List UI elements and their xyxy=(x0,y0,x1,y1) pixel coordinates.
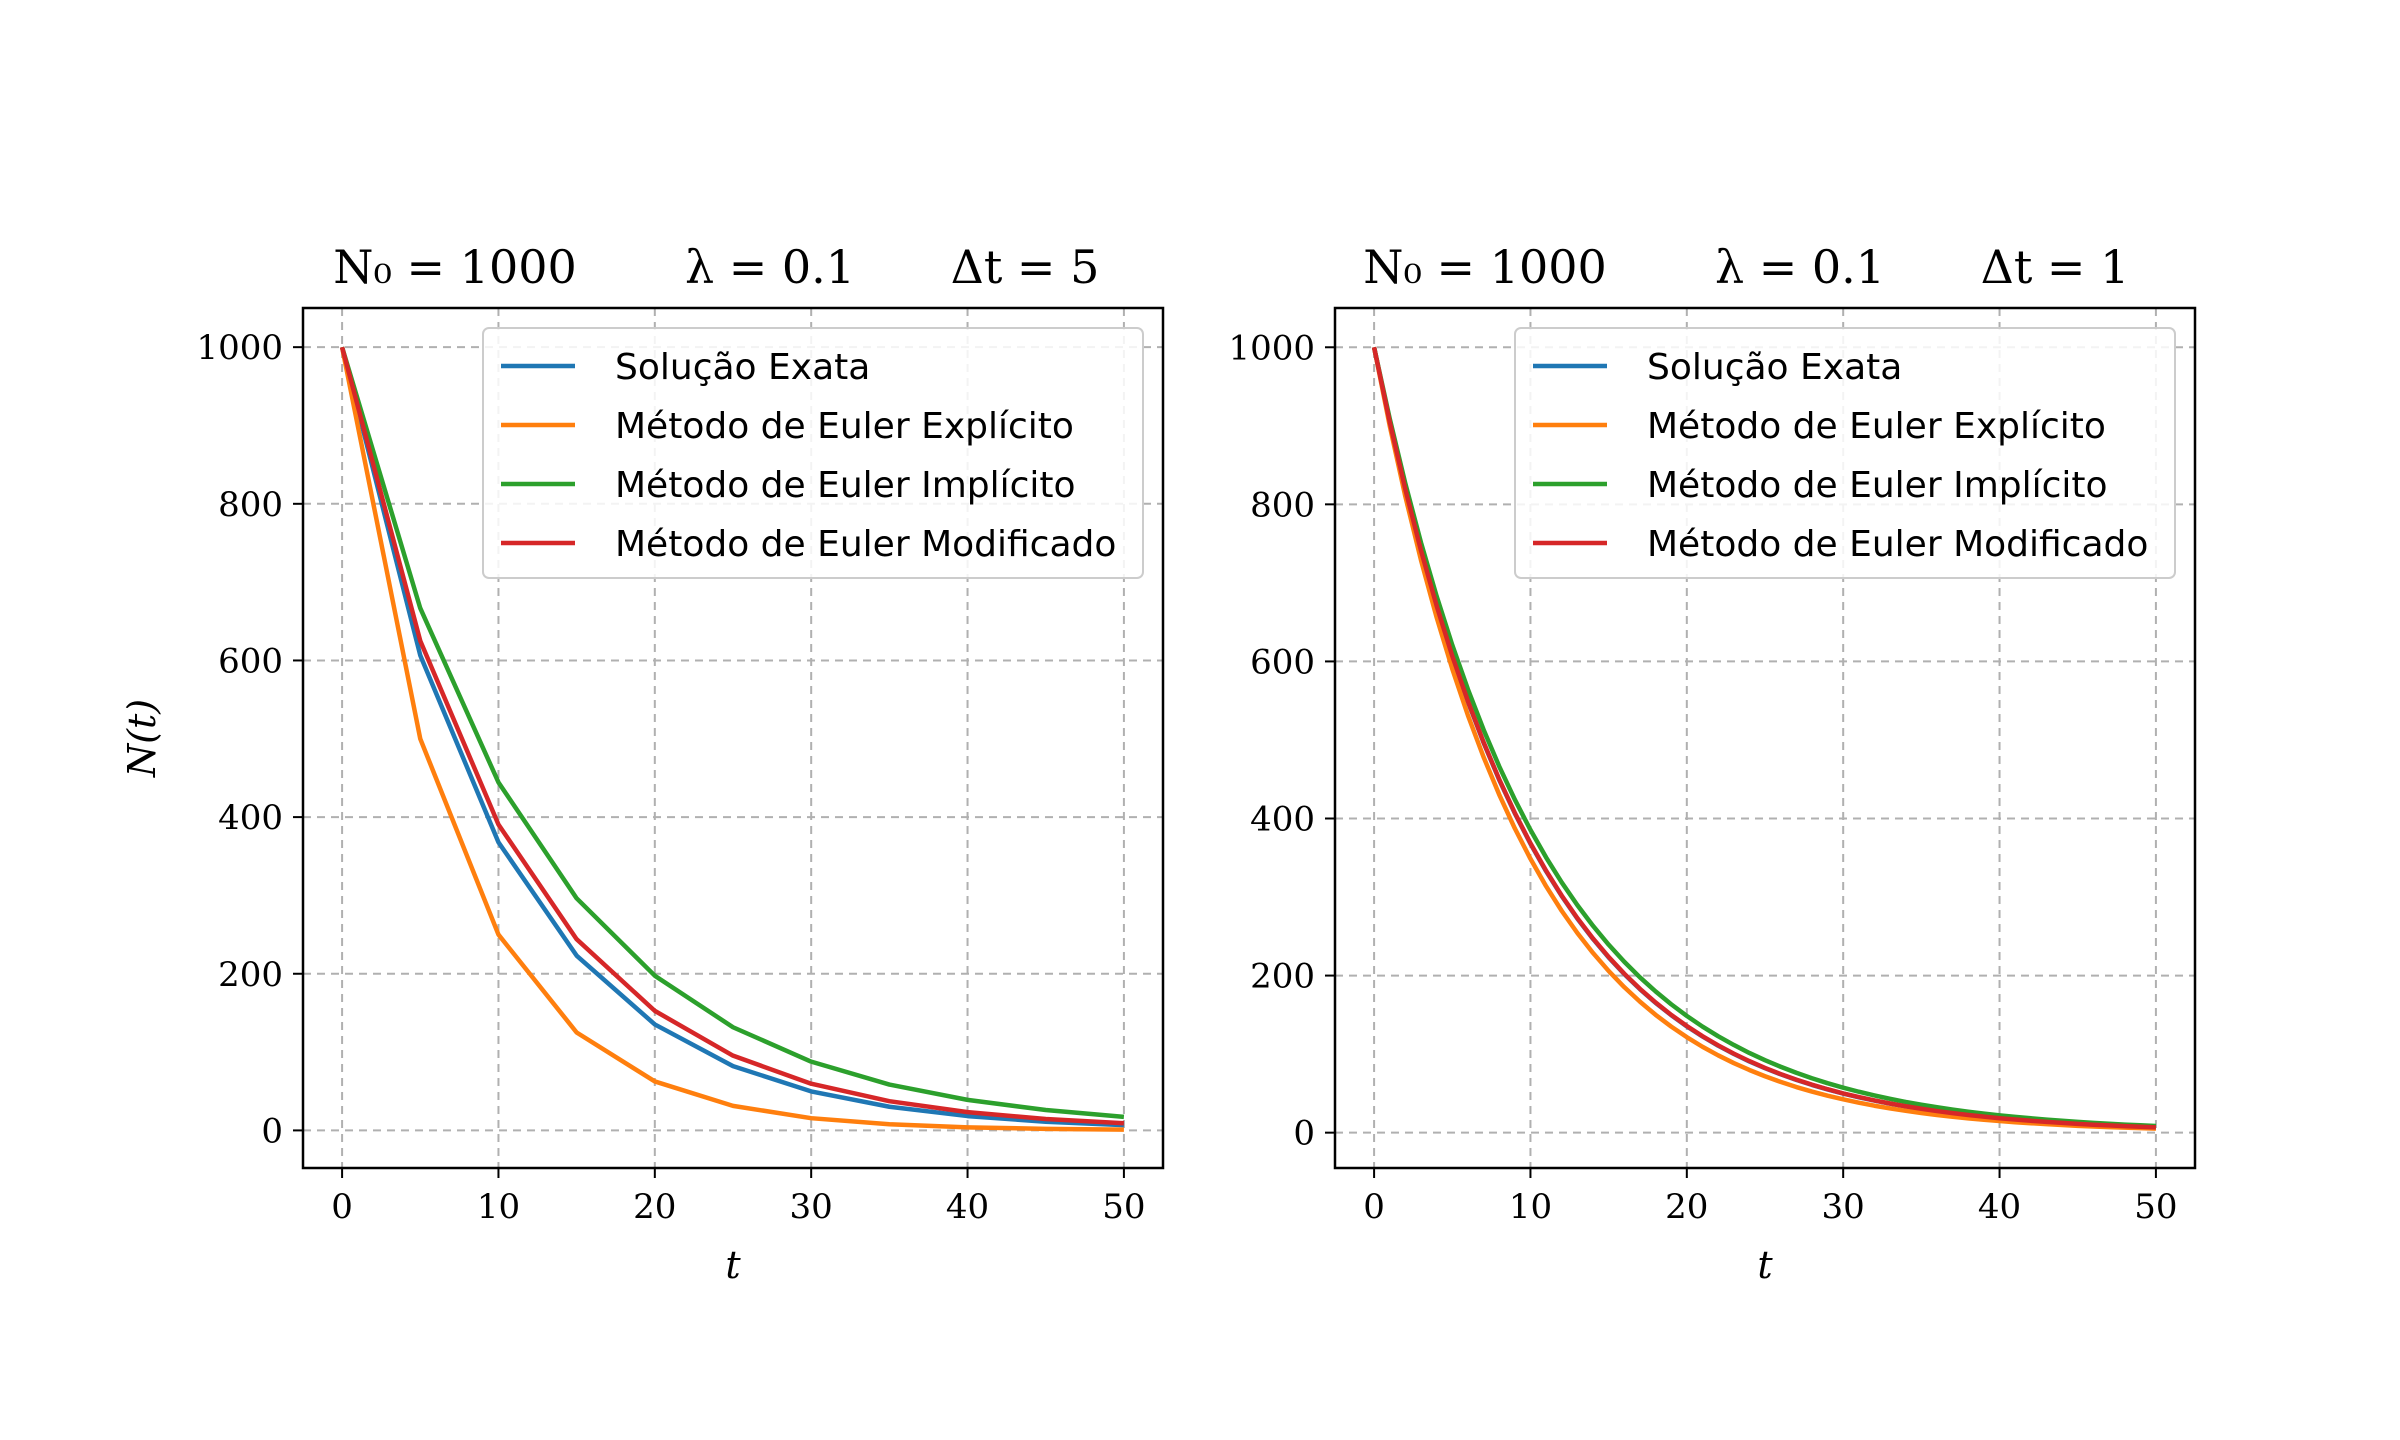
legend-box xyxy=(1514,327,2176,579)
chart-title-part: N₀ = 1000 xyxy=(1363,240,1607,294)
y-tick-label: 400 xyxy=(1250,800,1315,840)
y-axis-label: N(t) xyxy=(120,699,164,778)
y-tick-label: 0 xyxy=(261,1111,283,1151)
legend-label: Método de Euler Explícito xyxy=(615,406,1074,447)
axes-frame xyxy=(301,306,1165,1170)
legend-label: Solução Exata xyxy=(1647,347,1902,388)
x-tick-label: 30 xyxy=(790,1187,833,1227)
chart-panel-right: 0 10 20 30 40 50 0 200 400 600 800 1000 t N₀ = 1000 λ … xyxy=(1228,240,2197,1287)
x-tick-label: 40 xyxy=(946,1187,989,1227)
x-tick-label: 50 xyxy=(1102,1187,1145,1227)
legend: Solução Exata Método de Euler Explícito Mé… xyxy=(1514,327,2176,579)
x-tick-label: 40 xyxy=(1978,1187,2021,1227)
x-tick-label: 50 xyxy=(2134,1187,2177,1227)
x-tick-label: 10 xyxy=(1509,1187,1552,1227)
legend-box xyxy=(482,327,1144,579)
legend-label: Método de Euler Implícito xyxy=(615,465,1076,506)
legend-label: Método de Euler Modificado xyxy=(1647,524,2148,565)
y-tick-label: 800 xyxy=(1250,485,1315,525)
x-tick-label: 0 xyxy=(331,1187,353,1227)
axes-frame xyxy=(1333,306,2197,1170)
x-tick-label: 10 xyxy=(477,1187,520,1227)
series-line-explicit xyxy=(1371,346,2156,1131)
x-tick-label: 30 xyxy=(1822,1187,1865,1227)
x-axis-label: t xyxy=(1757,1243,1773,1287)
y-tick-label: 1000 xyxy=(1228,328,1315,368)
x-tick-label: 20 xyxy=(633,1187,676,1227)
x-tick-label: 20 xyxy=(1665,1187,1708,1227)
chart-title-part: λ = 0.1 xyxy=(1715,240,1885,294)
y-tick-label: 800 xyxy=(218,485,283,525)
chart-title-part: λ = 0.1 xyxy=(685,240,855,294)
y-tick-label: 400 xyxy=(218,798,283,838)
chart-title-part: Δt = 5 xyxy=(951,240,1100,294)
series-line-modified xyxy=(1371,346,2156,1130)
series-lines xyxy=(1371,346,2157,1131)
series-line-explicit xyxy=(339,346,1124,1132)
y-tick-label: 200 xyxy=(218,955,283,995)
y-tick-label: 600 xyxy=(1250,642,1315,682)
y-tick-label: 200 xyxy=(1250,957,1315,997)
chart-title-part: N₀ = 1000 xyxy=(333,240,577,294)
chart-title-part: Δt = 1 xyxy=(1981,240,2130,294)
series-line-implicit xyxy=(339,346,1125,1120)
legend: Solução Exata Método de Euler Explícito Mé… xyxy=(482,327,1144,579)
legend-label: Método de Euler Implícito xyxy=(1647,465,2108,506)
legend-label: Solução Exata xyxy=(615,347,870,388)
y-tick-label: 0 xyxy=(1293,1114,1315,1154)
legend-label: Método de Euler Explícito xyxy=(1647,406,2106,447)
chart-panel-left: 0 10 20 30 40 50 0 200 400 600 800 1000 t N(t) N₀ = 10… xyxy=(120,240,1165,1287)
series-line-exact xyxy=(339,346,1125,1128)
y-tick-label: 600 xyxy=(218,641,283,681)
legend-label: Método de Euler Modificado xyxy=(615,524,1116,565)
x-tick-label: 0 xyxy=(1363,1187,1385,1227)
series-line-implicit xyxy=(1371,346,2157,1129)
x-axis-label: t xyxy=(725,1243,741,1287)
series-line-modified xyxy=(339,346,1125,1126)
y-tick-label: 1000 xyxy=(196,328,283,368)
series-lines xyxy=(339,346,1125,1132)
